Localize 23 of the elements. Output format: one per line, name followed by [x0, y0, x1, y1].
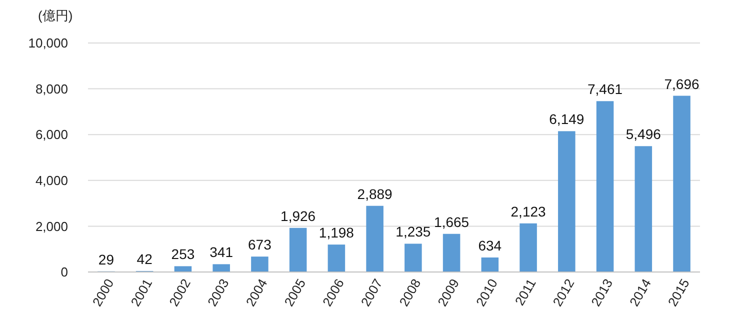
y-tick-label: 6,000 [35, 127, 68, 142]
data-label: 7,461 [588, 81, 623, 98]
data-label: 1,926 [280, 208, 316, 224]
y-tick-label: 8,000 [35, 81, 68, 96]
data-label: 1,235 [396, 224, 431, 240]
y-tick-label: 2,000 [35, 218, 68, 234]
data-label: 1,665 [434, 214, 470, 230]
data-label: 2,123 [510, 203, 546, 220]
data-label: 42 [136, 251, 153, 268]
data-label: 253 [171, 246, 195, 262]
y-tick-label: 10,000 [28, 36, 68, 51]
y-tick-label: 0 [60, 264, 68, 280]
y-tick-label: 4,000 [35, 172, 68, 188]
data-label: 7,696 [664, 76, 700, 92]
y-axis-title: (億円) [38, 8, 73, 23]
data-label: 634 [478, 237, 502, 254]
data-label: 29 [98, 251, 114, 268]
data-label: 5,496 [626, 126, 662, 142]
data-label: 1,198 [318, 224, 354, 241]
data-label: 6,149 [549, 111, 584, 128]
data-label: 341 [210, 244, 234, 260]
data-label: 673 [248, 236, 272, 253]
data-label: 2,889 [357, 186, 393, 202]
